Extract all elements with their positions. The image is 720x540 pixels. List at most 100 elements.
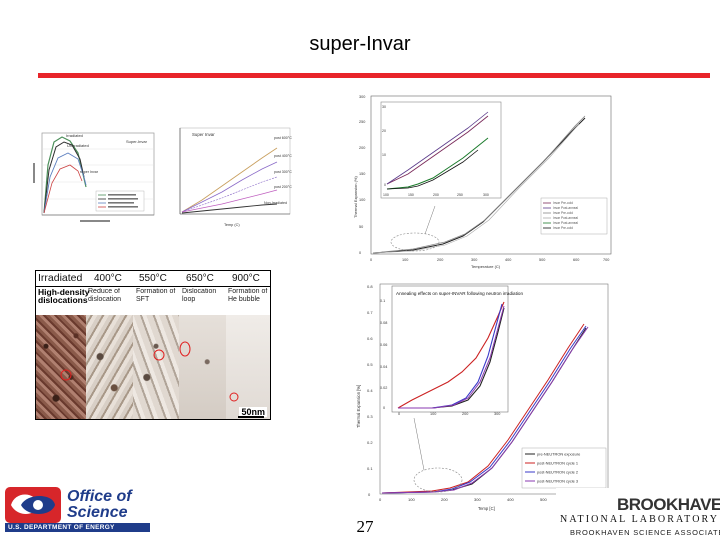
tr-inset-ticks: 100 150 200 250 300 0 10 20 30 (382, 105, 489, 197)
tem-image-550 (133, 315, 179, 419)
bnl-science-associates: BROOKHAVEN SCIENCE ASSOCIATES (570, 528, 720, 537)
tr-xtick: 500 (539, 258, 545, 262)
tr-legend-item: Invar Pre-cold (553, 226, 573, 230)
br-legend-item: post-NEUTRON cycle 1 (537, 461, 578, 466)
br-inset-ytick: 0.1 (380, 299, 385, 303)
tr-ytick: 100 (359, 198, 365, 202)
br-inset-xtick: 200 (462, 412, 468, 416)
tr-ytick: 300 (359, 95, 365, 99)
br-legend-item: post-NEUTRON cycle 3 (537, 479, 578, 484)
tr-inset-ytick: 10 (382, 153, 386, 157)
tem-header-650: 650°C (186, 273, 214, 284)
br-xlabel: Temp [C] (478, 506, 495, 511)
doe-logo-mark (5, 487, 150, 532)
expansion-svg: Super Invar post 600°C post 400°C post 3… (179, 127, 292, 227)
doe-office-of-science-logo: Office of Science U.S. DEPARTMENT OF ENE… (5, 487, 150, 533)
invar-expansion-chart: 0 50 100 150 200 250 300 0 100 200 300 4… (353, 88, 618, 270)
tem-image-400 (86, 315, 133, 419)
tr-inset-xtick: 300 (483, 193, 489, 197)
stress-strain-svg: Irradiated Unirradiated Super-Invar supe… (33, 132, 155, 222)
tem-caption-5: Formation of He bubble (228, 288, 268, 303)
tr-legend: Invar Pre-cold Invar Post-anneal Invar P… (553, 201, 578, 230)
br-ytick: 0.4 (367, 388, 373, 393)
doe-line1: Office of (67, 488, 132, 505)
br-ylabel: Thermal Expansion [%] (356, 385, 361, 428)
tr-inset-xtick: 250 (457, 193, 463, 197)
tem-caption-3: Formation of SFT (136, 288, 176, 303)
super-invar-expansion-chart: Super Invar post 600°C post 400°C post 3… (162, 122, 297, 230)
scale-label: 50nm (239, 407, 267, 417)
tr-ytick: 50 (359, 225, 363, 229)
tem-header-irradiated: Irradiated (38, 272, 83, 284)
br-inset-xtick: 300 (494, 412, 500, 416)
label-super-invar-b: super Invar (80, 170, 99, 174)
page-number: 27 (356, 517, 374, 536)
tr-ytick: 0 (359, 251, 361, 255)
slide-title: super-Invar (309, 33, 411, 55)
br-xtick: 300 (474, 497, 481, 502)
br-xtick: 0 (379, 497, 382, 502)
tr-x-ticks: 0 100 200 300 400 500 600 700 (370, 258, 609, 262)
chart-title: Super Invar (192, 132, 215, 137)
tr-xtick: 100 (402, 258, 408, 262)
tr-legend-item: Invar Post-anneal (553, 216, 578, 220)
tem-image-650 (179, 315, 226, 419)
br-ytick: 0 (368, 492, 371, 497)
br-ytick: 0.5 (367, 362, 373, 367)
tr-inset-xtick: 200 (433, 193, 439, 197)
br-legend-item: post-NEUTRON cycle 2 (537, 470, 578, 475)
br-ytick: 0.8 (367, 284, 373, 289)
tr-ytick: 150 (359, 172, 365, 176)
br-inset-ytick: 0.02 (380, 386, 387, 390)
tr-legend-item: Invar Post-anneal (553, 221, 578, 225)
br-title: Annealing effects on super-INVAR followi… (396, 291, 523, 296)
xlabel: Temp (C) (224, 223, 240, 227)
tem-caption-2: Reduce of dislocation (88, 288, 122, 303)
br-inset-ytick: 0.04 (380, 365, 387, 369)
tr-legend-item: Invar Post-anneal (553, 206, 578, 210)
tr-inset-xtick: 150 (408, 193, 414, 197)
label-super-invar: Super-Invar (126, 139, 148, 144)
tr-xtick: 700 (603, 258, 609, 262)
tr-y-ticks: 0 50 100 150 200 250 300 (359, 95, 365, 255)
br-xtick: 400 (507, 497, 514, 502)
tr-xtick: 0 (370, 258, 372, 262)
br-inset-xtick: 100 (430, 412, 436, 416)
doe-line2: Science (67, 504, 128, 521)
label-irradiated: Irradiated (66, 133, 83, 138)
tr-legend-item: Invar Pre-cold (553, 201, 573, 205)
bnl-national-laboratory: NATIONAL LABORATORY (560, 514, 720, 525)
tr-inset-ytick: 30 (382, 105, 386, 109)
tr-xtick: 200 (437, 258, 443, 262)
tem-header-900: 900°C (232, 273, 260, 284)
br-legend-item: pre-NEUTRON exposure (537, 452, 580, 457)
br-xtick: 100 (408, 497, 415, 502)
label-post-300: post 300°C (274, 170, 292, 174)
bnl-occluder (556, 488, 618, 514)
bnl-name: BROOKHAVEN (617, 495, 720, 514)
tr-xtick: 600 (573, 258, 579, 262)
br-legend: pre-NEUTRON exposure post-NEUTRON cycle … (537, 452, 580, 484)
br-inset-ticks: 0 100 200 300 0 0.02 0.04 0.06 0.08 0.1 (380, 299, 500, 416)
tem-header-550: 550°C (139, 273, 167, 284)
tr-xlabel: Temperature (C) (471, 264, 501, 269)
label-post-400: post 400°C (274, 154, 292, 158)
br-inset-xtick: 0 (398, 412, 400, 416)
tr-inset-ytick: 20 (382, 129, 386, 133)
annealing-chart: 0 0.1 0.2 0.3 0.4 0.5 0.6 0.7 0.8 0 100 … (352, 278, 614, 514)
label-post-600: post 600°C (274, 136, 292, 140)
br-svg: 0 0.1 0.2 0.3 0.4 0.5 0.6 0.7 0.8 0 100 … (356, 283, 609, 511)
title-rule (38, 73, 710, 78)
br-inset-ytick: 0.08 (380, 321, 387, 325)
br-ytick: 0.7 (367, 310, 373, 315)
br-ytick: 0.6 (367, 336, 373, 341)
tr-ylabel: Thermal Expansion (%) (353, 176, 358, 218)
br-xtick: 500 (540, 497, 547, 502)
doe-line3: U.S. DEPARTMENT OF ENERGY (8, 524, 115, 531)
tr-legend-item: Invar Pre-cold (553, 211, 573, 215)
scale-bar (238, 416, 264, 418)
br-y-ticks: 0 0.1 0.2 0.3 0.4 0.5 0.6 0.7 0.8 (367, 284, 373, 497)
label-non-irradiated: Non-Irradiated (264, 201, 287, 205)
tr-inset-ytick: 0 (384, 183, 386, 187)
label-unirradiated: Unirradiated (67, 143, 89, 148)
